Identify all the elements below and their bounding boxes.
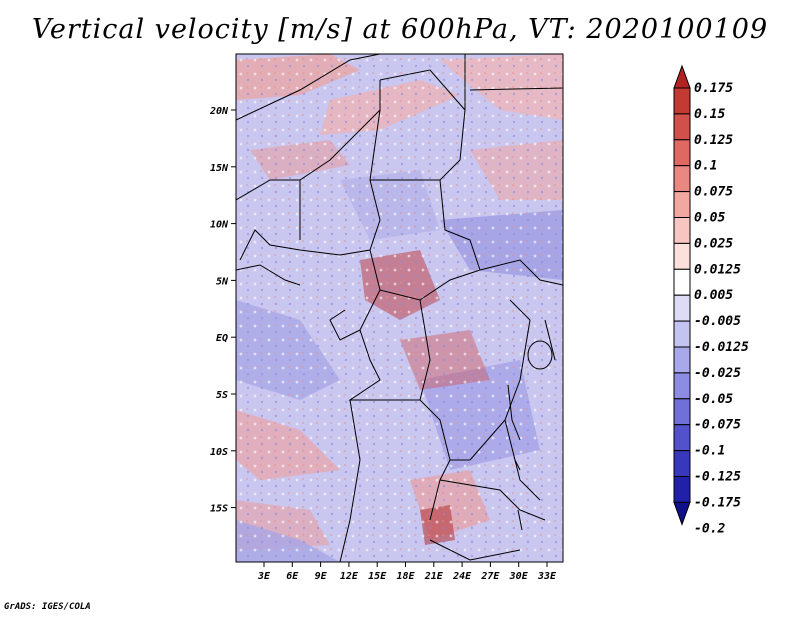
lat-tick-label: 5N — [216, 276, 229, 287]
colorbar-swatch — [673, 113, 691, 141]
colorbar-label: -0.0125 — [694, 340, 749, 355]
colorbar-swatch — [673, 372, 691, 400]
lon-tick-label: 18E — [396, 571, 415, 582]
lon-tick-label: 12E — [340, 571, 359, 582]
colorbar: 0.175 0.15 0.125 0.1 0.075 0.05 0.025 0.0125 0.0… — [673, 64, 749, 536]
colorbar-label: -0.025 — [694, 366, 741, 381]
colorbar-label: -0.125 — [694, 470, 741, 485]
lat-tick-label: EQ — [216, 333, 228, 344]
lakes — [507, 340, 553, 531]
lat-tick-label: 15S — [210, 504, 228, 515]
colorbar-swatch — [673, 450, 691, 478]
country-borders — [236, 54, 563, 562]
colorbar-label: -0.1 — [694, 444, 725, 459]
colorbar-lower-arrow — [673, 501, 691, 526]
colorbar-label: 0.075 — [694, 185, 733, 200]
colorbar-label: -0.075 — [694, 418, 741, 433]
colorbar-swatch — [673, 268, 691, 296]
grads-credit: GrADS: IGES/COLA — [4, 602, 91, 612]
lon-tick-label: 27E — [480, 571, 500, 582]
colorbar-label: 0.05 — [694, 211, 725, 226]
colorbar-swatch — [673, 398, 691, 426]
lat-tick-label: 20N — [209, 106, 229, 117]
colorbar-swatch — [673, 346, 691, 374]
velocity-field — [236, 54, 563, 562]
colorbar-swatch — [673, 139, 691, 167]
lon-tick-label: 30E — [509, 571, 529, 582]
lat-tick-label: 15N — [210, 163, 229, 174]
lat-tick-label: 10N — [210, 220, 229, 231]
colorbar-swatch — [673, 294, 691, 322]
longitude-axis: 3E 6E 9E 12E 15E 18E 21E 24E 27E 30E 33E — [257, 562, 557, 582]
colorbar-label: -0.005 — [694, 314, 741, 329]
colorbar-label: 0.025 — [694, 236, 733, 251]
colorbar-swatch — [673, 320, 691, 348]
colorbar-label: -0.05 — [694, 392, 733, 407]
lat-tick-label: 10S — [210, 447, 228, 458]
lon-tick-label: 33E — [537, 571, 557, 582]
colorbar-label: 0.1 — [694, 159, 717, 174]
lat-tick-label: 5S — [216, 390, 228, 401]
colorbar-swatch — [673, 87, 691, 115]
colorbar-label: 0.15 — [694, 107, 725, 122]
colorbar-label: -0.175 — [694, 495, 741, 510]
colorbar-swatch — [673, 217, 691, 244]
colorbar-swatch — [673, 476, 691, 503]
lon-tick-label: 15E — [368, 571, 387, 582]
colorbar-label: 0.125 — [694, 133, 733, 148]
latitude-axis: 20N 15N 10N 5N EQ 5S 10S 15S — [209, 106, 236, 515]
colorbar-upper-arrow — [673, 64, 691, 89]
colorbar-swatch — [673, 191, 691, 219]
colorbar-swatch — [673, 424, 691, 452]
colorbar-swatch — [673, 165, 691, 193]
lon-tick-label: 24E — [452, 571, 472, 582]
colorbar-label: 0.005 — [694, 288, 733, 303]
map-frame — [235, 53, 564, 563]
lon-tick-label: 3E — [257, 571, 271, 582]
colorbar-swatch — [673, 242, 691, 270]
lon-tick-label: 9E — [315, 571, 328, 582]
colorbar-label: -0.2 — [694, 521, 725, 536]
colorbar-label: 0.175 — [694, 81, 733, 96]
lon-tick-label: 6E — [286, 571, 299, 582]
lon-tick-label: 21E — [424, 571, 444, 582]
chart-title: Vertical velocity [m/s] at 600hPa, VT: 2… — [31, 14, 769, 45]
colorbar-label: 0.0125 — [694, 262, 741, 277]
